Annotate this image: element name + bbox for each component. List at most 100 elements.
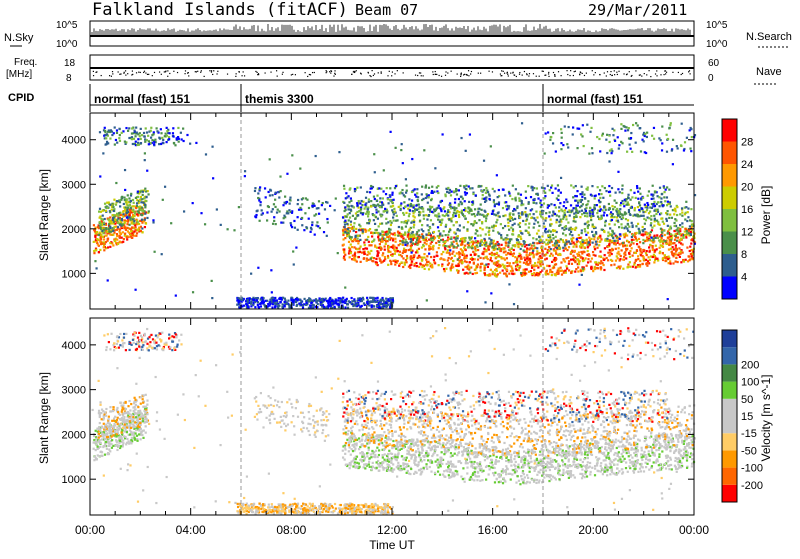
power-cell — [303, 298, 305, 300]
power-cell — [574, 271, 576, 273]
power-cell — [387, 255, 389, 257]
power-cell — [647, 195, 649, 197]
power-cell — [606, 238, 608, 240]
power-cell — [681, 226, 683, 228]
power-cell — [673, 248, 675, 250]
nave-tick-top: 60 — [708, 58, 720, 69]
power-cell — [273, 216, 275, 218]
power-cell — [663, 223, 665, 225]
power-cell — [486, 226, 488, 228]
power-cell — [287, 300, 289, 302]
power-cell — [123, 238, 125, 240]
nave-point — [255, 71, 256, 72]
power-cell — [556, 247, 558, 249]
power-cell — [554, 250, 556, 252]
power-cell — [130, 230, 132, 232]
power-cell — [456, 210, 458, 212]
power-cell — [373, 305, 375, 307]
power-cell — [563, 259, 565, 261]
power-cell — [338, 306, 340, 308]
power-cell — [555, 206, 557, 208]
power-cell — [372, 260, 374, 262]
power-cell — [575, 243, 577, 245]
power-cell — [454, 201, 456, 203]
nave-point — [435, 74, 436, 75]
nave-point — [419, 72, 420, 73]
nave-point — [648, 70, 649, 71]
power-cell — [416, 244, 418, 246]
power-cell — [603, 205, 605, 207]
power-cell — [430, 248, 432, 250]
power-cell — [308, 218, 310, 220]
power-cell — [523, 257, 525, 259]
power-cell — [451, 191, 453, 193]
power-cell — [561, 273, 563, 275]
nave-point — [436, 74, 437, 75]
power-cell — [462, 269, 464, 271]
nsky-trace — [90, 24, 694, 36]
power-cell — [520, 258, 522, 260]
nave-point — [184, 73, 185, 74]
power-cell — [113, 221, 115, 223]
power-cell — [637, 255, 639, 257]
power-cell — [126, 212, 128, 214]
power-cell — [477, 235, 479, 237]
power-cell — [459, 224, 461, 226]
power-cell — [519, 261, 521, 263]
power-cell — [575, 207, 577, 209]
power-cell — [385, 240, 387, 242]
power-cell — [533, 202, 535, 204]
power-cell — [118, 137, 120, 139]
power-cell — [382, 299, 384, 301]
power-cell — [488, 237, 490, 239]
power-cell — [533, 198, 535, 200]
power-cell — [369, 228, 371, 230]
power-cell — [127, 204, 129, 206]
power-cell — [450, 267, 452, 269]
power-cell — [413, 224, 415, 226]
power-cell — [587, 220, 589, 222]
power-cell — [343, 244, 345, 246]
power-cell — [560, 261, 562, 263]
power-cell — [422, 198, 424, 200]
nave-point — [204, 76, 205, 77]
power-cell — [648, 251, 650, 253]
power-cell — [102, 232, 104, 234]
power-cell — [621, 192, 623, 194]
power-cell — [679, 239, 681, 241]
power-cell — [304, 212, 306, 214]
power-cell — [421, 186, 423, 188]
power-cell — [471, 245, 473, 247]
nsky-tick-bottom-right: 10^0 — [706, 39, 728, 50]
power-cell — [269, 194, 271, 196]
nave-point — [331, 71, 332, 72]
power-cell — [416, 231, 418, 233]
power-cell — [677, 261, 679, 263]
nave-point — [672, 72, 673, 73]
power-cell — [293, 300, 295, 302]
power-cell — [243, 305, 245, 307]
power-cell — [522, 220, 524, 222]
power-cell — [684, 230, 686, 232]
power-cell — [284, 202, 286, 204]
power-cell — [278, 298, 280, 300]
power-cell — [579, 245, 581, 247]
freq-trace — [90, 68, 694, 77]
power-cell — [547, 235, 549, 237]
power-cell — [566, 241, 568, 243]
power-cell — [410, 222, 412, 224]
power-cell — [450, 207, 452, 209]
power-cell — [344, 254, 346, 256]
power-cell — [524, 211, 526, 213]
power-cell — [633, 264, 635, 266]
power-cell — [648, 217, 650, 219]
power-cell — [652, 238, 654, 240]
power-cell — [676, 240, 678, 242]
power-cell — [682, 237, 684, 239]
power-cell — [421, 260, 423, 262]
nave-point — [503, 71, 504, 72]
power-cell — [350, 243, 352, 245]
power-cell — [114, 126, 116, 128]
power-cell — [352, 215, 354, 217]
power-cell — [329, 305, 331, 307]
